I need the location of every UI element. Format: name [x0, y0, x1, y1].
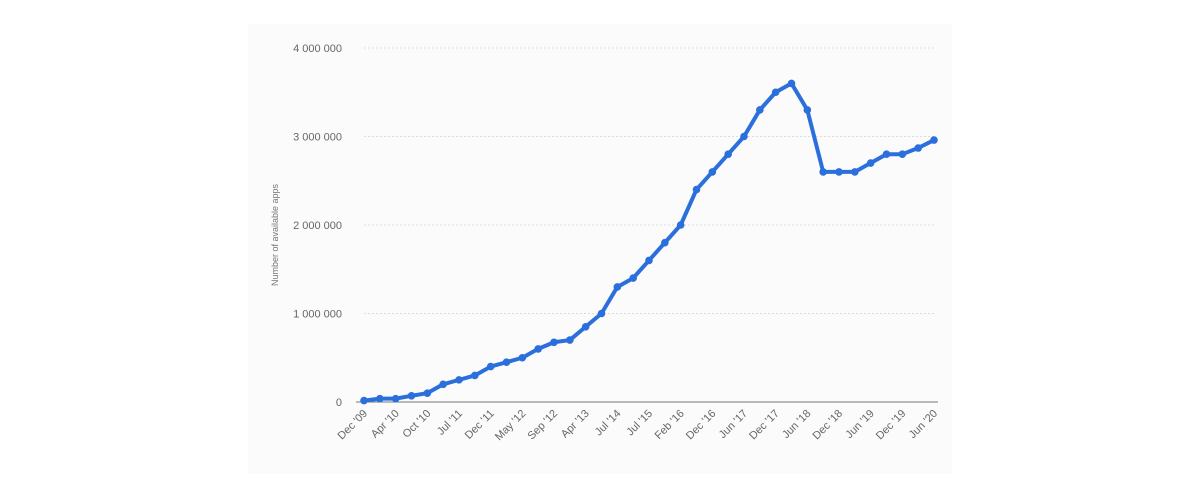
data-point[interactable] [708, 168, 717, 176]
x-tick-label: Dec '16 [684, 408, 719, 443]
x-tick-label: Dec '17 [747, 408, 782, 443]
line-chart: 0 1 000 000 2 000 000 3 000 000 4 000 000 De… [270, 43, 941, 443]
data-point[interactable] [866, 159, 875, 167]
x-tick-label: Sep '12 [525, 408, 560, 443]
data-point[interactable] [534, 345, 542, 353]
data-point[interactable] [471, 371, 479, 380]
series-line [362, 81, 936, 403]
x-tick-label: Apr '10 [369, 408, 402, 441]
y-tick-label: 1 000 000 [293, 309, 342, 321]
data-point[interactable] [629, 274, 637, 282]
data-point[interactable] [486, 362, 495, 371]
data-point[interactable] [819, 168, 827, 176]
data-point[interactable] [756, 106, 764, 114]
y-tick-label: 2 000 000 [293, 220, 342, 232]
data-point[interactable] [376, 394, 384, 403]
data-point[interactable] [439, 380, 447, 389]
data-point[interactable] [882, 150, 891, 158]
x-tick-label: Jul '14 [593, 408, 624, 439]
x-tick-label: Jun '19 [843, 408, 876, 441]
y-axis-ticks: 0 1 000 000 2 000 000 3 000 000 4 000 000 [293, 43, 342, 409]
data-point[interactable] [661, 238, 669, 247]
data-point[interactable] [898, 150, 907, 158]
x-tick-label: Dec '19 [874, 408, 909, 443]
data-point[interactable] [391, 394, 400, 403]
data-point[interactable] [518, 353, 527, 362]
data-point[interactable] [803, 106, 812, 114]
y-tick-label: 3 000 000 [293, 132, 342, 144]
data-point[interactable] [566, 336, 574, 344]
x-tick-label: Jul '11 [435, 408, 465, 438]
data-point[interactable] [550, 338, 558, 347]
data-point[interactable] [740, 132, 748, 141]
data-points [360, 79, 938, 405]
data-point[interactable] [787, 79, 796, 88]
data-point[interactable] [597, 309, 606, 318]
x-tick-label: Feb '16 [653, 408, 687, 442]
x-tick-label: Oct '10 [401, 408, 434, 441]
x-tick-label: Dec '11 [463, 408, 497, 442]
chart-panel: 0 1 000 000 2 000 000 3 000 000 4 000 000 De… [248, 24, 952, 474]
data-point[interactable] [502, 358, 511, 366]
x-tick-label: Dec '09 [336, 408, 371, 443]
data-point[interactable] [692, 185, 701, 194]
y-tick-label: 0 [336, 397, 342, 409]
x-tick-label: Apr '13 [559, 408, 592, 441]
data-point[interactable] [835, 168, 843, 176]
x-tick-label: Jul '15 [624, 408, 655, 439]
x-tick-label: Jun '18 [780, 408, 813, 441]
gridlines [364, 47, 934, 314]
data-point[interactable] [771, 88, 780, 97]
data-point[interactable] [676, 221, 685, 229]
x-tick-label: May '12 [493, 408, 528, 443]
data-point[interactable] [645, 256, 653, 265]
data-point[interactable] [914, 144, 922, 152]
data-point[interactable] [455, 376, 463, 384]
data-point[interactable] [360, 396, 368, 405]
data-point[interactable] [851, 168, 859, 176]
data-point[interactable] [613, 283, 622, 291]
y-tick-label: 4 000 000 [293, 43, 342, 55]
y-axis-title: Number of available apps [270, 183, 280, 286]
data-point[interactable] [724, 150, 732, 158]
data-point[interactable] [407, 392, 416, 400]
data-point[interactable] [423, 389, 432, 397]
x-tick-label: Jun '17 [717, 408, 750, 441]
data-point[interactable] [930, 136, 938, 144]
x-tick-label: Dec '18 [811, 408, 846, 443]
data-point[interactable] [581, 322, 590, 331]
x-tick-label: Jun '20 [907, 408, 940, 441]
